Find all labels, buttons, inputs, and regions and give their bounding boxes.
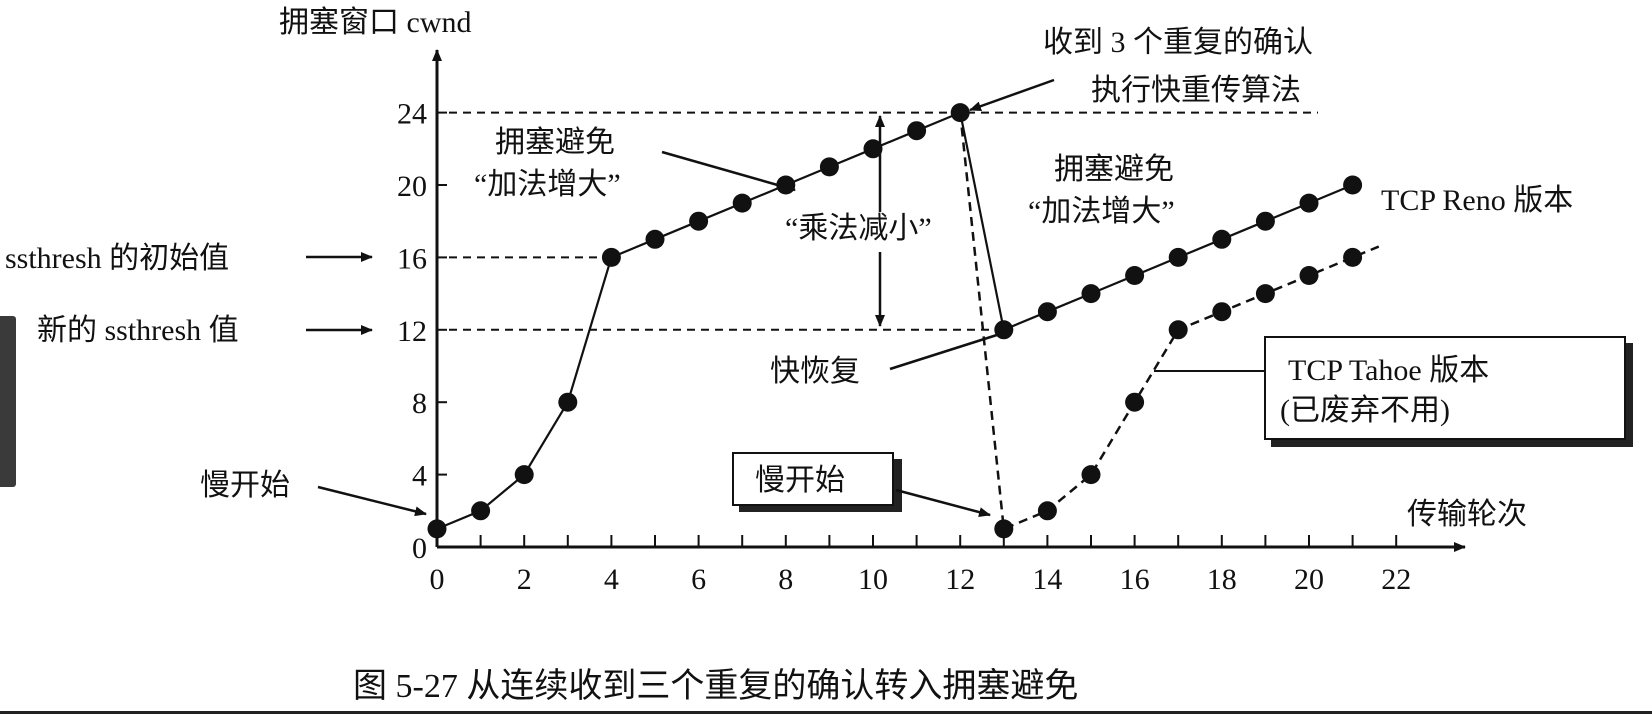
data-point-reno (427, 519, 447, 539)
data-point-reno (514, 465, 534, 485)
data-point-reno (1037, 302, 1057, 322)
arrow-ca1 (661, 150, 796, 192)
annotation-fast-recovery: 快恢复 (770, 355, 860, 388)
y-axis-label: 拥塞窗口 cwnd (279, 6, 471, 39)
bottom-border (0, 711, 1652, 714)
data-point-reno (863, 139, 883, 159)
y-tick-label: 12 (397, 315, 427, 348)
x-tick-label: 6 (691, 563, 706, 596)
legend-tahoe: TCP Tahoe 版本 (1288, 354, 1489, 387)
annotation-slow-start-2: 慢开始 (755, 464, 845, 497)
x-tick-label: 22 (1381, 563, 1411, 596)
data-point-reno (1299, 193, 1319, 213)
annotation-ca1-subtitle: “加法增大” (474, 168, 621, 201)
data-point-tahoe (1299, 266, 1319, 285)
arrow-fast-recovery (889, 332, 1001, 371)
data-point-reno (994, 320, 1014, 340)
data-point-reno (471, 501, 491, 521)
x-tick-label: 16 (1120, 563, 1150, 596)
figure-caption: 图 5-27 从连续收到三个重复的确认转入拥塞避免 (353, 667, 1078, 705)
side-panel-handle[interactable] (0, 316, 16, 487)
data-point-reno (689, 211, 709, 231)
x-tick-label: 0 (430, 563, 445, 596)
annotation-ca1-title: 拥塞避免 (495, 126, 615, 159)
data-point-tahoe (1125, 392, 1145, 412)
data-point-reno (601, 247, 621, 267)
data-point-reno (907, 121, 927, 141)
y-tick-label: 20 (397, 170, 427, 203)
data-point-reno (1081, 284, 1101, 304)
data-point-reno (732, 193, 752, 213)
data-point-tahoe (1343, 247, 1363, 267)
annotation-fast-retransmit: 执行快重传算法 (1091, 74, 1301, 107)
data-point-reno (819, 157, 839, 177)
x-tick-label: 12 (945, 563, 975, 596)
annotation-triple-ack: 收到 3 个重复的确认 (1043, 26, 1313, 59)
annotation-ssthresh-initial: ssthresh 的初始值 (5, 242, 229, 275)
data-point-tahoe (994, 519, 1014, 539)
legend-tahoe-box: TCP Tahoe 版本 (已废弃不用) (1264, 336, 1633, 447)
legend-reno: TCP Reno 版本 (1381, 184, 1573, 217)
legend-tahoe-note: (已废弃不用) (1280, 394, 1450, 427)
series-line-reno (436, 111, 1354, 530)
data-point-reno (1212, 229, 1232, 249)
data-point-tahoe (1081, 465, 1101, 485)
x-tick-label: 10 (858, 563, 888, 596)
y-tick-label: 0 (412, 532, 427, 565)
arrow-triple-ack (969, 78, 1055, 112)
x-tick-label: 18 (1207, 563, 1237, 596)
x-axis-label: 传输轮次 (1407, 498, 1527, 531)
y-tick-label: 8 (412, 387, 427, 420)
annotation-ssthresh-new: 新的 ssthresh 值 (37, 314, 239, 347)
data-point-tahoe (1037, 501, 1057, 521)
annotation-slow-start-1: 慢开始 (200, 469, 290, 502)
data-point-reno (1125, 266, 1145, 285)
data-point-tahoe (1212, 302, 1232, 322)
x-tick-label: 8 (778, 563, 793, 596)
data-point-reno (1168, 247, 1188, 267)
annotation-multiplicative-decrease: “乘法减小” (785, 212, 932, 245)
reference-lines (449, 111, 1318, 331)
data-point-tahoe (1255, 284, 1275, 304)
data-point-reno (645, 229, 665, 249)
annotation-ca2-subtitle: “加法增大” (1028, 195, 1175, 228)
y-tick-label: 16 (397, 242, 427, 275)
y-tick-label: 4 (412, 460, 427, 493)
slow-start-box: 慢开始 (732, 452, 902, 512)
arrow-slow-start-2 (895, 488, 991, 518)
x-tick-label: 2 (517, 563, 532, 596)
x-tick-label: 20 (1294, 563, 1324, 596)
arrow-slow-start-1 (317, 485, 427, 517)
data-point-reno (558, 392, 578, 412)
x-tick-label: 4 (604, 563, 619, 596)
x-tick-label: 14 (1032, 563, 1062, 596)
data-point-tahoe (1168, 320, 1188, 340)
annotation-ca2-title: 拥塞避免 (1054, 153, 1174, 186)
data-point-reno (1255, 211, 1275, 231)
data-point-reno (1343, 175, 1363, 195)
y-tick-label: 24 (397, 98, 427, 131)
